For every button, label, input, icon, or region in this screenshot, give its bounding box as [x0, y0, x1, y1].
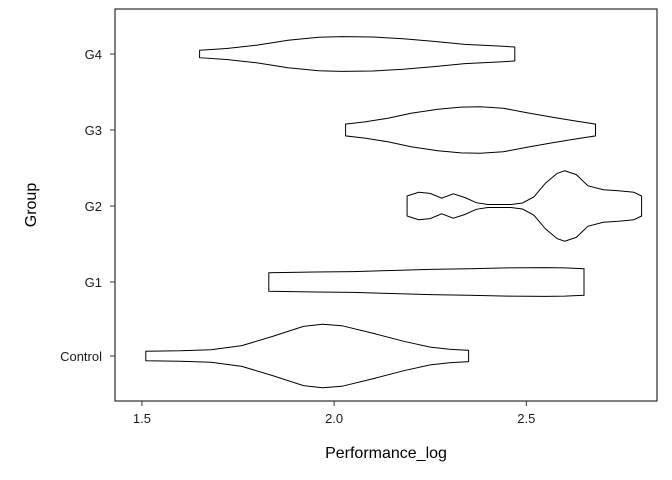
- y-tick-label: Control: [60, 349, 102, 364]
- violin-g3: [345, 106, 596, 154]
- y-axis: Control G1 G2 G3 G4: [60, 47, 115, 364]
- plot-frame: [114, 8, 658, 402]
- y-tick-label: G3: [85, 123, 102, 138]
- x-axis: 1.5 2.0 2.5: [133, 401, 535, 426]
- y-tick-label: G1: [85, 275, 102, 290]
- x-tick-label: 1.5: [133, 411, 151, 426]
- x-tick-label: 2.0: [325, 411, 343, 426]
- violin-g2: [406, 170, 643, 242]
- x-tick-label: 2.5: [517, 411, 535, 426]
- y-tick-label: G4: [85, 47, 102, 62]
- violin-control: [145, 323, 470, 389]
- y-axis-title: Group: [23, 183, 40, 228]
- violin-layer: [145, 36, 643, 389]
- x-axis-title: Performance_log: [325, 445, 447, 462]
- violin-g1: [268, 267, 585, 297]
- violin-g4: [199, 36, 516, 72]
- y-tick-label: G2: [85, 199, 102, 214]
